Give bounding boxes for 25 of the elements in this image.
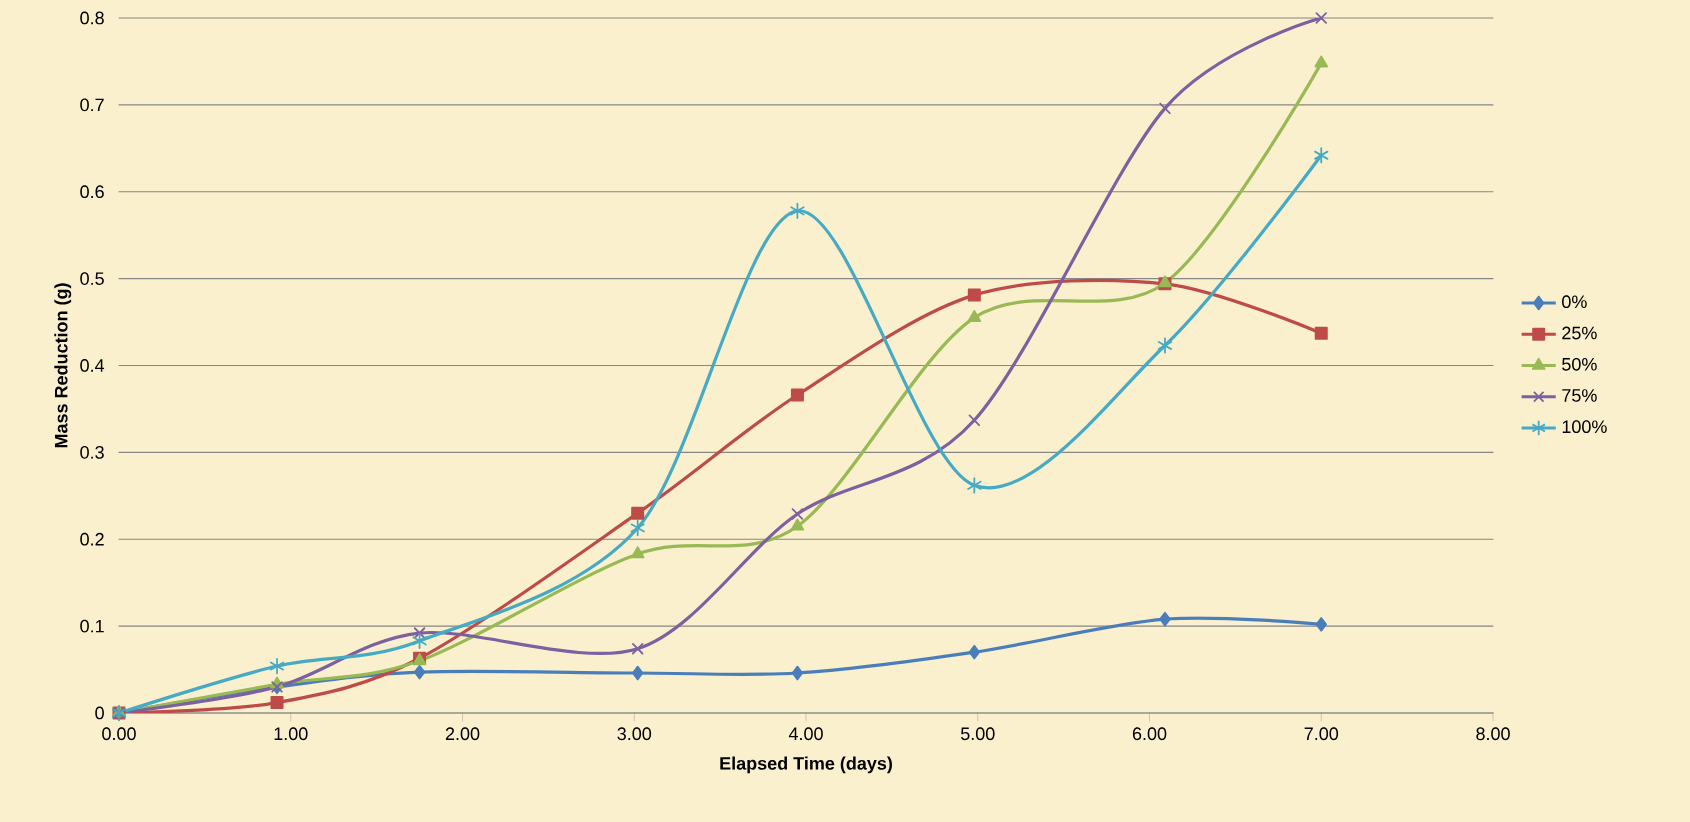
y-tick-label: 0.4: [80, 359, 105, 372]
legend-label: 0%: [1562, 295, 1587, 309]
y-axis-title: Mass Reduction (g): [54, 283, 72, 448]
x-tick-label: 0.00: [102, 727, 136, 741]
x-tick-label: 3.00: [617, 727, 652, 741]
x-tick-label: 4.00: [788, 727, 823, 741]
y-tick-label: 0.7: [80, 98, 104, 112]
legend-label: 50%: [1562, 357, 1597, 371]
x-axis-title: Elapsed Time (days): [720, 756, 892, 774]
x-tick-label: 2.00: [445, 727, 480, 741]
y-tick-label: 0.2: [80, 532, 104, 546]
x-tick-label: 7.00: [1304, 727, 1339, 741]
y-tick-label: 0.5: [80, 272, 104, 285]
y-tick-label: 0.8: [80, 11, 104, 25]
x-tick-label: 1.00: [274, 727, 308, 741]
x-tick-label: 5.00: [960, 727, 995, 741]
legend-label: 100%: [1562, 420, 1607, 434]
legend-label: 25%: [1562, 326, 1597, 340]
legend-label: 75%: [1562, 389, 1597, 402]
x-tick-label: 6.00: [1132, 727, 1167, 741]
x-tick-label: 8.00: [1476, 727, 1510, 741]
y-tick-label: 0.6: [80, 185, 104, 199]
y-tick-label: 0.1: [80, 619, 104, 633]
y-tick-label: 0.3: [80, 445, 104, 459]
y-tick-label: 0: [95, 706, 104, 720]
